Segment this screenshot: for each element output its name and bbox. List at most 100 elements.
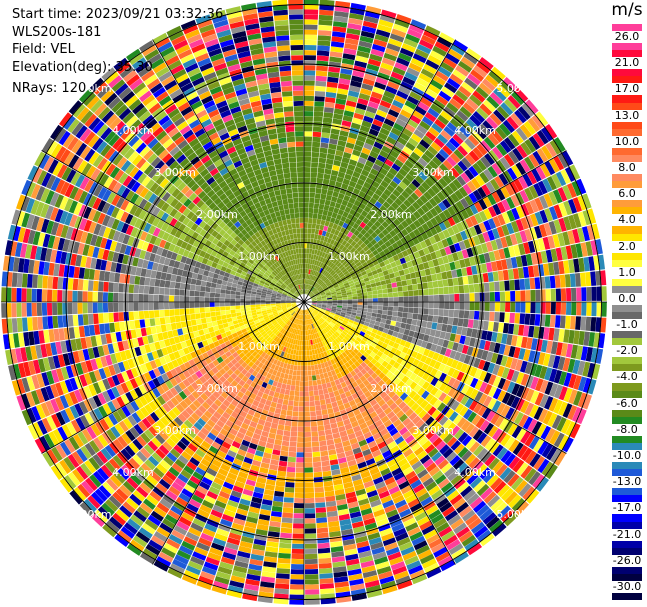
gate-cell: [134, 346, 142, 357]
gate-cell: [286, 313, 291, 318]
gate-cell: [568, 259, 575, 274]
gate-cell: [336, 329, 342, 335]
gate-cell: [387, 310, 393, 316]
gate-cell: [449, 333, 456, 342]
gate-cell: [305, 325, 307, 331]
gate-cell: [545, 124, 558, 139]
gate-cell: [299, 396, 304, 402]
gate-cell: [147, 514, 162, 527]
gate-cell: [370, 123, 381, 132]
gate-cell: [413, 302, 419, 308]
gate-cell: [529, 404, 539, 418]
gate-cell: [304, 411, 310, 417]
gate-cell: [404, 71, 418, 82]
gate-cell: [414, 175, 425, 185]
gate-cell: [78, 387, 88, 401]
gate-cell: [130, 400, 140, 412]
gate-cell: [120, 382, 130, 394]
gate-cell: [504, 491, 518, 505]
gate-cell: [395, 410, 405, 419]
gate-cell: [387, 268, 394, 275]
gate-cell: [544, 367, 553, 381]
gate-cell: [381, 95, 394, 104]
gate-cell: [341, 277, 348, 283]
gate-cell: [344, 486, 355, 494]
gate-cell: [351, 75, 364, 83]
gate-cell: [353, 229, 360, 237]
gate-cell: [432, 437, 443, 448]
gate-cell: [447, 216, 456, 227]
gate-cell: [419, 269, 426, 277]
gate-cell: [503, 247, 511, 259]
gate-cell: [494, 302, 501, 312]
gate-cell: [408, 456, 420, 466]
gate-cell: [563, 329, 570, 343]
gate-cell: [476, 447, 488, 460]
gate-cell: [298, 330, 301, 335]
gate-cell: [387, 292, 393, 298]
gate-cell: [406, 67, 420, 77]
gate-cell: [304, 543, 317, 549]
gate-cell: [276, 305, 282, 308]
gate-cell: [342, 302, 348, 305]
gate-cell: [363, 193, 372, 202]
gate-cell: [397, 194, 407, 203]
gate-cell: [110, 426, 121, 439]
gate-cell: [419, 120, 431, 131]
gate-cell: [362, 305, 368, 309]
gate-cell: [405, 452, 417, 462]
gate-cell: [361, 169, 370, 177]
gate-cell: [278, 460, 288, 467]
gate-cell: [192, 471, 204, 481]
gate-cell: [499, 312, 505, 323]
gate-cell: [340, 313, 346, 318]
gate-cell: [448, 543, 464, 555]
gate-cell: [417, 469, 429, 479]
gate-cell: [308, 329, 311, 335]
gate-cell: [394, 62, 408, 72]
gate-cell: [551, 173, 562, 189]
gate-cell: [92, 454, 105, 467]
gate-cell: [131, 412, 142, 424]
gate-cell: [329, 286, 335, 291]
gate-cell: [524, 468, 537, 483]
gate-cell: [495, 260, 503, 271]
gate-cell: [314, 193, 321, 199]
gate-cell: [427, 281, 434, 289]
gate-cell: [393, 527, 407, 537]
gate-cell: [515, 219, 524, 232]
gate-cell: [311, 275, 314, 281]
gate-cell: [319, 324, 324, 330]
gate-cell: [308, 340, 311, 346]
gate-cell: [494, 281, 500, 292]
gate-cell: [343, 110, 354, 118]
gate-cell: [23, 361, 31, 377]
gate-cell: [313, 322, 317, 328]
gate-cell: [379, 527, 393, 537]
gate-cell: [204, 436, 214, 445]
gate-cell: [304, 518, 316, 524]
gate-cell: [592, 363, 601, 380]
gate-cell: [75, 362, 84, 376]
gate-cell: [370, 541, 384, 550]
gate-cell: [342, 53, 356, 61]
gate-cell: [343, 543, 357, 551]
gate-cell: [304, 34, 317, 40]
gate-cell: [124, 349, 132, 360]
gate-cell: [325, 434, 334, 441]
gate-cell: [184, 447, 195, 457]
gate-cell: [381, 163, 391, 172]
gate-cell: [432, 45, 447, 57]
gate-cell: [404, 234, 412, 242]
gate-cell: [144, 344, 152, 354]
gate-cell: [392, 210, 401, 218]
gate-cell: [405, 273, 411, 280]
gate-cell: [404, 186, 414, 196]
gate-cell: [460, 209, 470, 220]
gate-cell: [237, 372, 245, 380]
gate-cell: [458, 285, 465, 294]
gate-cell: [502, 379, 511, 392]
gate-cell: [311, 303, 317, 305]
gate-cell: [442, 279, 449, 287]
gate-cell: [585, 241, 593, 256]
